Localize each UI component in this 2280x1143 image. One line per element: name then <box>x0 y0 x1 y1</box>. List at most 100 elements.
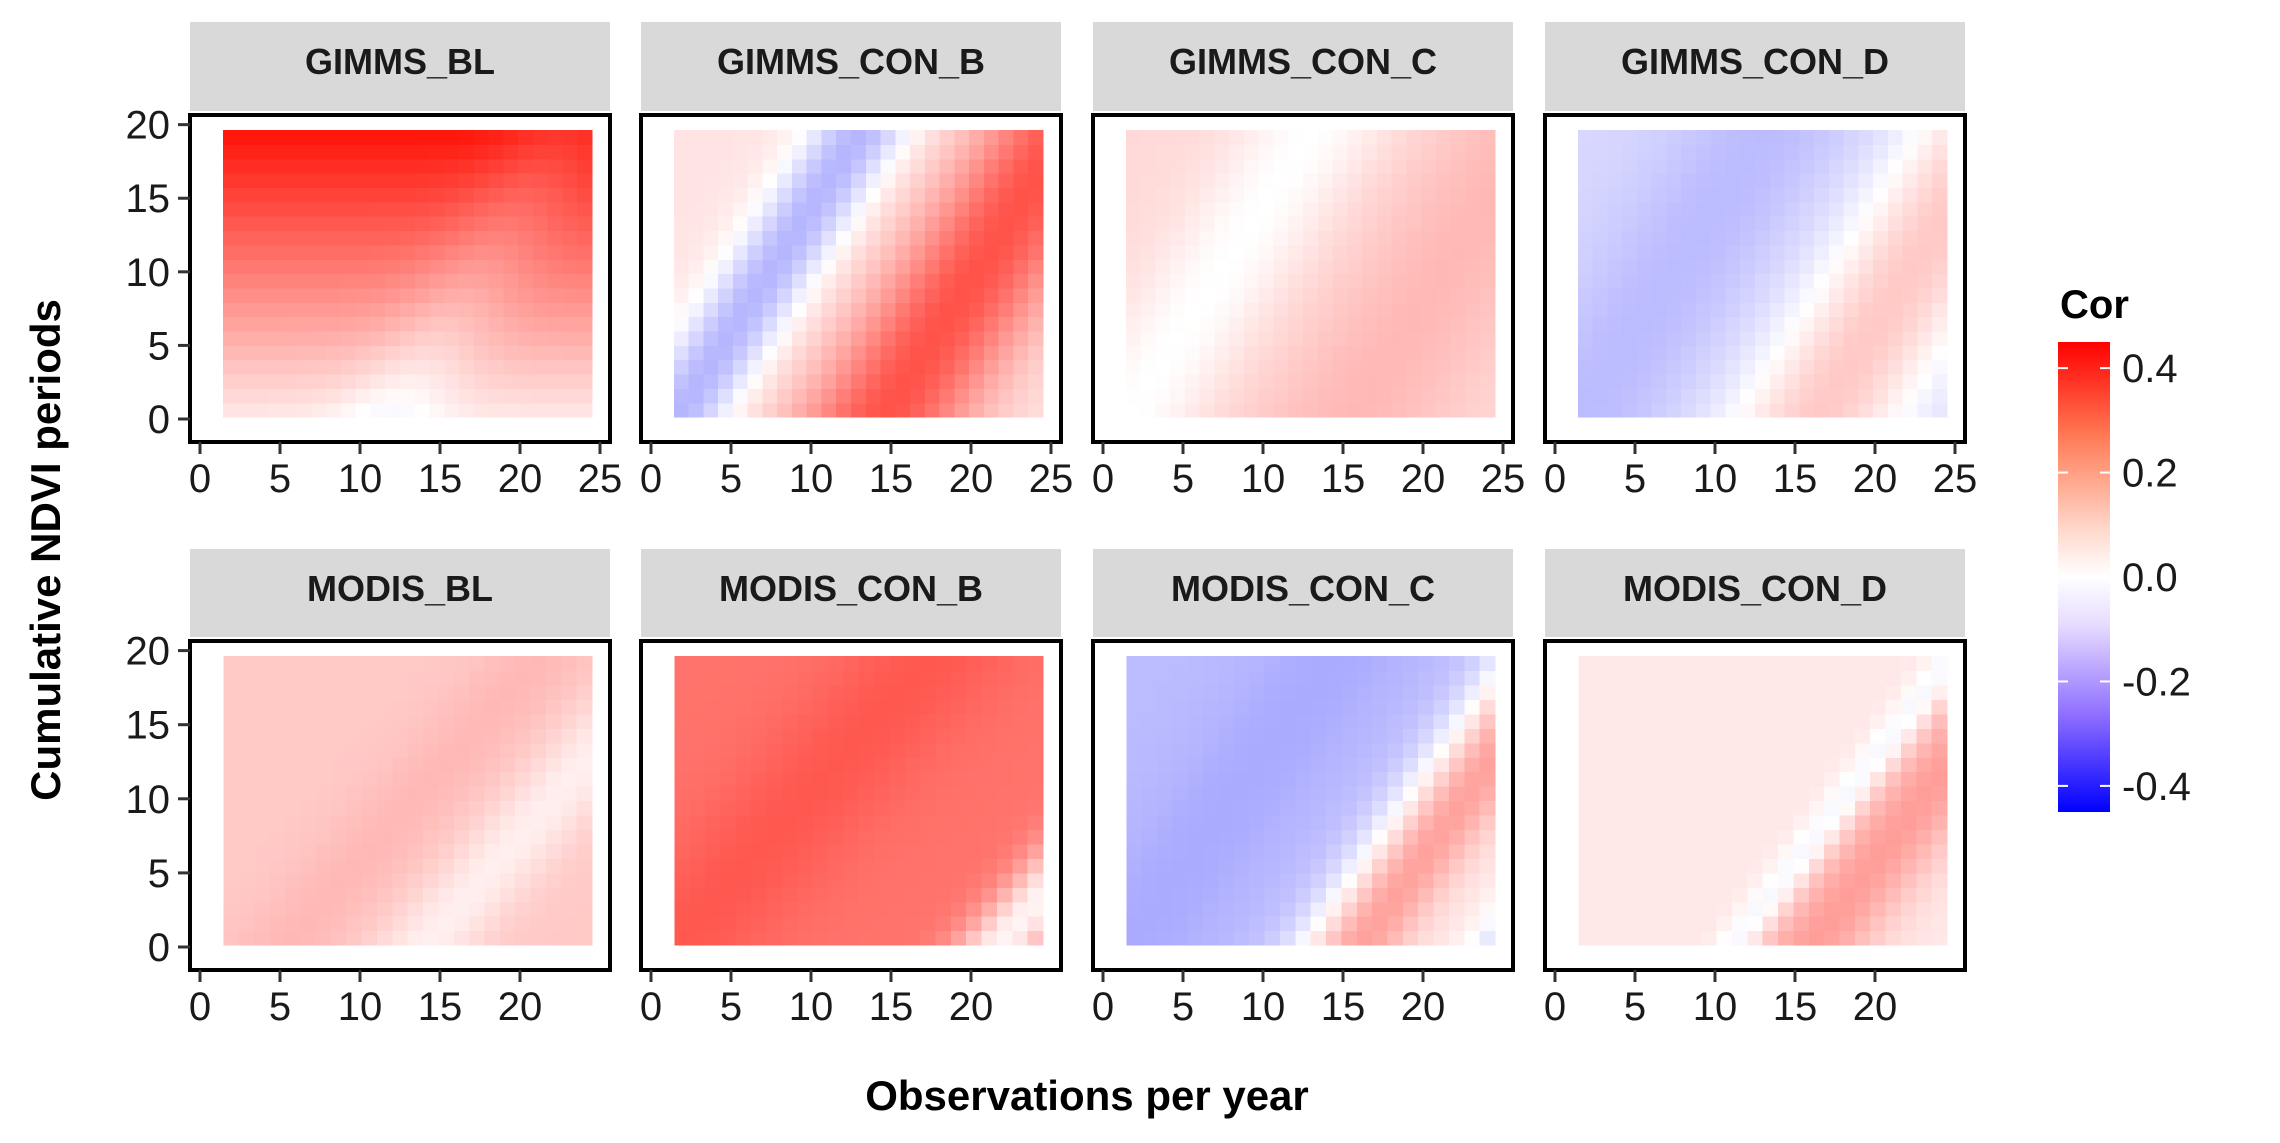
heatmap-cell <box>269 887 286 903</box>
heatmap-cell <box>400 259 416 275</box>
heatmap-cell <box>296 359 312 375</box>
heatmap-cell <box>1593 684 1610 700</box>
heatmap-cell <box>429 158 445 174</box>
heatmap-cell <box>1701 656 1718 672</box>
heatmap-cell <box>1341 800 1358 816</box>
heatmap-cell <box>269 814 286 830</box>
heatmap-cell <box>1931 757 1948 773</box>
heatmap-cell <box>1793 843 1810 859</box>
heatmap-cell <box>1480 130 1496 145</box>
heatmap-cell <box>1125 316 1142 332</box>
heatmap-cell <box>1762 829 1779 845</box>
heatmap-cell <box>530 930 547 946</box>
heatmap-cell <box>851 402 867 418</box>
heatmap-cell <box>969 187 985 203</box>
heatmap-cell <box>311 273 327 289</box>
heatmap-cell <box>889 872 906 888</box>
heatmap-cell <box>1012 800 1029 816</box>
heatmap-cell <box>315 742 332 758</box>
heatmap-cell <box>562 173 578 188</box>
heatmap-cell <box>499 872 516 888</box>
heatmap-cell <box>1932 244 1948 260</box>
heatmap-cell <box>459 302 475 318</box>
heatmap-cell <box>1609 916 1626 932</box>
heatmap-cell <box>1028 388 1044 404</box>
heatmap-cell <box>1464 757 1481 773</box>
heatmap-cell <box>361 800 378 816</box>
heatmap-cell <box>1450 273 1467 289</box>
heatmap-cell <box>1465 316 1481 332</box>
heatmap-cell <box>562 359 578 375</box>
heatmap-cell <box>414 302 431 318</box>
heatmap-cell <box>1902 130 1919 145</box>
heatmap-cell <box>1716 930 1733 946</box>
heatmap-cell <box>1258 144 1275 160</box>
heatmap-cell <box>688 373 704 389</box>
heatmap-cell <box>1140 230 1156 246</box>
heatmap-cell <box>1249 916 1266 932</box>
heatmap-cell <box>515 872 532 888</box>
heatmap-cell <box>1916 930 1933 946</box>
heatmap-cell <box>376 858 393 874</box>
heatmap-cell <box>1372 656 1389 672</box>
heatmap-cell <box>705 901 722 917</box>
heatmap-cell <box>515 901 532 917</box>
heatmap-cell <box>1155 173 1171 188</box>
heatmap-cell <box>1870 887 1887 903</box>
heatmap-cell <box>1448 800 1465 816</box>
heatmap-cell <box>1347 201 1363 217</box>
heatmap-cell <box>340 158 357 174</box>
heatmap-cell <box>1769 259 1786 275</box>
heatmap-cell <box>1317 259 1334 275</box>
heatmap-cell <box>1685 713 1702 729</box>
heatmap-cell <box>673 244 690 260</box>
heatmap-cell <box>1931 728 1948 744</box>
heatmap-cell <box>827 684 844 700</box>
heatmap-cell <box>1157 757 1174 773</box>
heatmap-cell <box>1622 216 1638 232</box>
heatmap-cell <box>1435 273 1452 289</box>
heatmap-cell <box>1624 656 1641 672</box>
heatmap-cell <box>284 901 301 917</box>
heatmap-cell <box>1479 916 1496 932</box>
heatmap-cell <box>797 771 814 787</box>
heatmap-cell <box>1639 887 1656 903</box>
heatmap-cell <box>1681 144 1697 160</box>
heatmap-cell <box>392 699 409 715</box>
heatmap-cell <box>751 916 768 932</box>
heatmap-cell <box>762 230 778 246</box>
heatmap-cell <box>1279 771 1296 787</box>
heatmap-cell <box>414 187 431 203</box>
heatmap-cell <box>874 800 890 816</box>
heatmap-cell <box>762 359 778 375</box>
heatmap-cell <box>1229 259 1245 275</box>
heatmap-cells <box>674 656 1044 946</box>
heatmap-cell <box>503 373 519 389</box>
heatmap-cell <box>269 800 286 816</box>
heatmap-cell <box>1917 216 1933 232</box>
heatmap-cell <box>1387 713 1404 729</box>
heatmap-cell <box>488 201 504 217</box>
heatmap-cell <box>924 388 941 404</box>
heatmap-cell <box>577 302 593 318</box>
heatmap-cell <box>889 742 906 758</box>
heatmap-cell <box>1464 814 1481 830</box>
heatmap-cell <box>836 273 852 289</box>
heatmap-cell <box>576 829 593 845</box>
heatmap-cell <box>705 887 722 903</box>
heatmap-cell <box>939 287 955 303</box>
heatmap-cell <box>920 786 937 802</box>
heatmap-cell <box>1578 771 1595 787</box>
heatmap-cell <box>851 259 867 275</box>
heatmap-cell <box>1824 887 1841 903</box>
heatmap-cell <box>1387 901 1404 917</box>
heatmap-cell <box>562 216 578 232</box>
heatmap-cell <box>1402 684 1419 700</box>
heatmap-cell <box>1808 916 1825 932</box>
heatmap-cell <box>1273 316 1289 332</box>
heatmap-cell <box>954 316 970 332</box>
heatmap-cell <box>1372 800 1389 816</box>
heatmap-cell <box>438 901 455 917</box>
heatmap-cell <box>515 771 532 787</box>
heatmap-cell <box>1402 843 1419 859</box>
